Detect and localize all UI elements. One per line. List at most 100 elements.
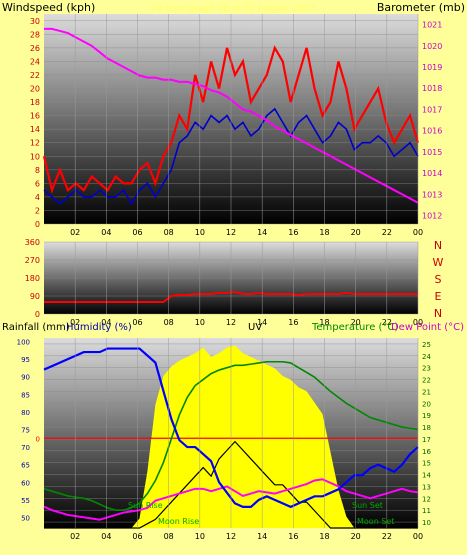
rainfall-tick-label: 0 — [36, 435, 40, 443]
x-tick-label: 20 — [351, 318, 361, 327]
temperature-tick-label: 11 — [422, 507, 431, 515]
direction-tick-label: 90 — [30, 292, 40, 301]
barometer-tick-label: 1014 — [422, 169, 442, 178]
windspeed-tick-label: 18 — [30, 98, 40, 107]
x-tick-label: 16 — [288, 228, 298, 237]
x-tick-label: 22 — [382, 318, 392, 327]
sun-set-label: Sun Set — [352, 501, 383, 510]
windspeed-tick-label: 0 — [35, 220, 40, 229]
x-tick-label: 18 — [319, 228, 329, 237]
humidity-tick-label: 70 — [21, 444, 30, 452]
x-tick-label: 08 — [164, 228, 174, 237]
x-tick-label: 08 — [164, 318, 174, 327]
direction-tick-label: 0 — [35, 310, 40, 319]
x-tick-label: 02 — [70, 318, 80, 327]
windspeed-tick-label: 22 — [30, 71, 40, 80]
barometer-tick-label: 1015 — [422, 148, 442, 157]
rainfall-axis-title: Rainfall (mm) — [2, 322, 70, 333]
barometer-tick-label: 1021 — [422, 21, 442, 30]
compass-label: S — [435, 273, 442, 286]
temperature-tick-label: 17 — [422, 436, 431, 444]
uv-axis-title: UV — [248, 322, 262, 333]
humidity-axis-title: Humidity (%) — [66, 322, 132, 333]
windspeed-tick-label: 20 — [30, 85, 40, 94]
x-tick-label: 12 — [226, 318, 236, 327]
x-tick-label: 04 — [101, 318, 111, 327]
windspeed-tick-label: 24 — [30, 57, 40, 66]
x-tick-label: 12 — [226, 532, 236, 541]
temperature-tick-label: 13 — [422, 483, 431, 491]
x-tick-label: 06 — [132, 532, 142, 541]
moon-rise-label: Moon Rise — [158, 517, 199, 526]
barometer-tick-label: 1020 — [422, 42, 442, 51]
windspeed-tick-label: 28 — [30, 30, 40, 39]
x-tick-label: 10 — [195, 228, 205, 237]
moon-set-label: Moon Set — [357, 517, 394, 526]
x-tick-label: 22 — [382, 228, 392, 237]
barometer-tick-label: 1018 — [422, 84, 442, 93]
windspeed-tick-label: 16 — [30, 112, 40, 121]
temperature-tick-label: 22 — [422, 377, 431, 385]
windspeed-tick-label: 8 — [35, 166, 40, 175]
x-tick-label: 14 — [257, 532, 267, 541]
temperature-tick-label: 20 — [422, 400, 431, 408]
temperature-tick-label: 15 — [422, 460, 431, 468]
humidity-tick-label: 80 — [21, 409, 30, 417]
humidity-tick-label: 95 — [21, 356, 30, 364]
x-tick-label: 16 — [288, 532, 298, 541]
x-tick-label: 00 — [413, 532, 423, 541]
barometer-axis-title: Barometer (mb) — [377, 1, 465, 14]
x-tick-label: 20 — [351, 228, 361, 237]
x-tick-label: 00 — [413, 318, 423, 327]
temperature-tick-label: 25 — [422, 341, 431, 349]
x-tick-label: 08 — [164, 532, 174, 541]
direction-tick-label: 360 — [25, 238, 40, 247]
x-tick-label: 10 — [195, 318, 205, 327]
sun-rise-label: Sun Rise — [128, 501, 163, 510]
windspeed-tick-label: 30 — [30, 17, 40, 26]
temperature-axis-title: Temperature (°C) — [311, 322, 398, 333]
barometer-tick-label: 1012 — [422, 212, 442, 221]
barometer-tick-label: 1019 — [422, 63, 442, 72]
compass-label: N — [434, 239, 442, 252]
x-tick-label: 18 — [319, 318, 329, 327]
temperature-tick-label: 12 — [422, 495, 431, 503]
direction-tick-label: 180 — [25, 274, 40, 283]
x-tick-label: 16 — [288, 318, 298, 327]
windspeed-axis-title: Windspeed (kph) — [2, 1, 95, 14]
temperature-tick-label: 23 — [422, 365, 431, 373]
temperature-tick-label: 21 — [422, 388, 431, 396]
humidity-tick-label: 100 — [17, 339, 30, 347]
x-tick-label: 04 — [101, 532, 111, 541]
temperature-tick-label: 19 — [422, 412, 431, 420]
temperature-tick-label: 18 — [422, 424, 431, 432]
temperature-tick-label: 16 — [422, 448, 431, 456]
direction-tick-label: 270 — [25, 256, 40, 265]
barometer-tick-label: 1016 — [422, 127, 442, 136]
temperature-tick-label: 14 — [422, 472, 431, 480]
x-tick-label: 12 — [226, 228, 236, 237]
x-tick-label: 06 — [132, 228, 142, 237]
windspeed-tick-label: 12 — [30, 139, 40, 148]
x-tick-label: 10 — [195, 532, 205, 541]
compass-label: E — [435, 290, 442, 303]
windspeed-tick-label: 4 — [35, 193, 40, 202]
windspeed-tick-label: 14 — [30, 125, 40, 134]
x-tick-label: 14 — [257, 228, 267, 237]
humidity-tick-label: 55 — [21, 497, 30, 505]
graph-title: 24 hour graph up to 01 August 2017 — [151, 4, 316, 14]
barometer-tick-label: 1017 — [422, 105, 442, 114]
compass-label: N — [434, 307, 442, 320]
x-tick-label: 14 — [257, 318, 267, 327]
humidity-tick-label: 90 — [21, 374, 30, 382]
barometer-tick-label: 1013 — [422, 190, 442, 199]
x-tick-label: 04 — [101, 228, 111, 237]
windspeed-tick-label: 10 — [30, 152, 40, 161]
x-tick-label: 22 — [382, 532, 392, 541]
dewpoint-axis-title: Dew Point (°C) — [391, 322, 464, 333]
x-tick-label: 20 — [351, 532, 361, 541]
humidity-tick-label: 75 — [21, 426, 30, 434]
x-tick-label: 06 — [132, 318, 142, 327]
